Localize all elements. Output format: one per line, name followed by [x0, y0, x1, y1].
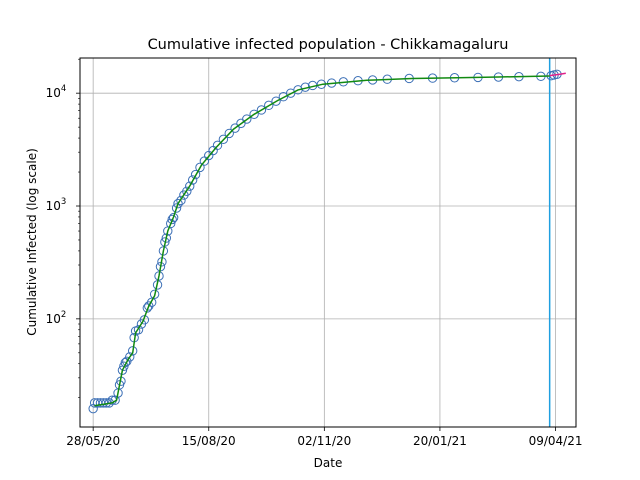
x-axis-label: Date	[314, 456, 343, 470]
observed-point	[264, 100, 274, 111]
observed-point	[242, 114, 252, 124]
x-tick-label: 28/05/20	[66, 434, 120, 448]
observed-point	[218, 134, 229, 145]
observed-point	[185, 181, 195, 191]
observed-point	[187, 175, 198, 185]
y-tick-label: 103	[46, 197, 67, 213]
observed-point	[249, 109, 259, 119]
fit-line	[94, 75, 550, 407]
observed-point	[168, 212, 179, 223]
grid	[80, 58, 576, 427]
observed-point	[167, 214, 177, 225]
observed-point	[195, 162, 205, 173]
observed-point	[146, 297, 157, 308]
x-tick-label: 20/01/21	[413, 434, 467, 448]
chart-title: Cumulative infected population - Chikkam…	[148, 37, 509, 53]
observed-point	[98, 398, 109, 408]
observed-point	[256, 105, 267, 115]
x-tick-label: 02/11/20	[297, 434, 351, 448]
y-tick-exponent: 3	[61, 197, 66, 207]
observed-point	[271, 96, 281, 106]
y-tick-label: 104	[46, 84, 67, 100]
y-tick-label: 102	[46, 310, 67, 326]
y-tick-exponent: 4	[61, 84, 66, 94]
plot-frame	[79, 57, 577, 428]
observed-point	[278, 92, 289, 102]
observed-point	[173, 198, 183, 209]
y-tick-base: 10	[46, 312, 61, 326]
y-tick-exponent: 2	[61, 310, 66, 320]
observed-point	[212, 140, 223, 151]
observed-point	[127, 346, 138, 356]
observed-point	[171, 203, 182, 213]
observed-point	[176, 195, 186, 206]
observed-point	[149, 289, 160, 299]
observed-point	[190, 169, 201, 180]
observed-point	[182, 186, 192, 197]
observed-point	[161, 233, 172, 243]
y-axis-label: Cumulative Infected (log scale)	[25, 148, 39, 336]
x-tick-label: 09/04/21	[529, 434, 583, 448]
observed-point	[133, 325, 144, 335]
observed-point	[224, 128, 234, 139]
observed-point	[166, 218, 176, 229]
plot-area	[88, 58, 566, 427]
observed-point	[125, 352, 135, 362]
observed-point	[230, 123, 240, 133]
x-axis: 28/05/20 15/08/20 02/11/20 20/01/21 09/04/21	[66, 427, 582, 448]
x-tick-label: 15/08/20	[182, 434, 236, 448]
forecast-line	[549, 72, 566, 77]
y-tick-base: 10	[46, 199, 61, 213]
y-tick-base: 10	[46, 86, 61, 100]
